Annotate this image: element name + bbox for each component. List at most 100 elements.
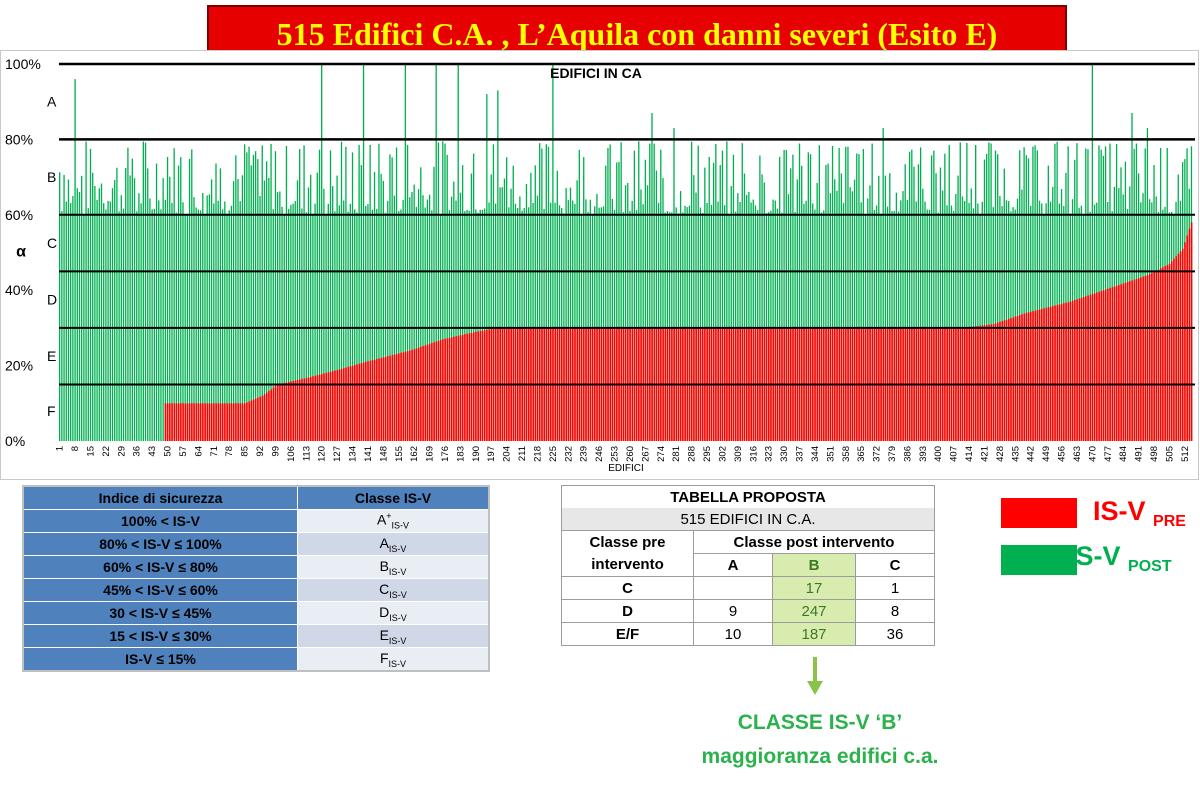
post-bar (321, 64, 323, 441)
post-bar (246, 152, 248, 441)
post-bar (158, 200, 160, 441)
pre-bar (1107, 288, 1109, 441)
x-tick-label: 127 (332, 446, 343, 462)
pre-bar (210, 403, 213, 441)
post-bar (180, 157, 182, 441)
post-bar (796, 179, 798, 441)
post-bar (100, 183, 103, 441)
pre-bar (263, 394, 266, 441)
pre-bar (310, 376, 312, 441)
post-bar (840, 173, 843, 441)
post-bar (622, 212, 625, 441)
post-bar (65, 201, 67, 441)
post-bar (939, 167, 942, 441)
x-tick-label: 442 (1026, 446, 1037, 462)
post-bar (76, 188, 78, 441)
x-tick-label: 225 (548, 446, 559, 462)
pre-bar (981, 325, 984, 441)
pre-bar (1041, 308, 1043, 441)
post-bar (299, 149, 301, 441)
post-bar (127, 147, 129, 441)
post-bar (807, 152, 809, 441)
pre-bar (1082, 296, 1085, 441)
post-bar (387, 200, 389, 441)
pre-bar (470, 332, 473, 441)
pre-bar (1146, 275, 1149, 441)
isv-class-cell: DIS-V (297, 601, 490, 625)
post-bar (327, 203, 329, 441)
post-bar (521, 210, 523, 441)
pre-bar (1063, 303, 1065, 441)
post-bar (191, 149, 193, 441)
post-bar (600, 207, 602, 441)
post-bar (142, 141, 144, 441)
post-bar (957, 175, 959, 442)
pre-bar (1003, 320, 1006, 441)
pre-bar (301, 378, 303, 441)
pre-bar (281, 383, 283, 441)
post-bar (895, 192, 898, 441)
pre-bar (336, 369, 339, 441)
post-bar (360, 165, 362, 441)
pre-bar (261, 395, 264, 441)
post-bar (950, 205, 953, 441)
pre-bar (1008, 318, 1010, 441)
post-bar (893, 210, 895, 441)
post-bar (587, 212, 589, 441)
pre-bar (1074, 300, 1076, 441)
pre-bar (373, 359, 376, 441)
post-bar (404, 64, 407, 441)
x-tick-label: 449 (1041, 446, 1052, 462)
post-bar (164, 199, 167, 441)
post-bar (743, 173, 746, 441)
post-bar (613, 209, 616, 441)
pre-bar (1023, 313, 1026, 441)
x-tick-label: 421 (980, 446, 991, 462)
post-bar (472, 153, 475, 441)
post-bar (270, 143, 272, 441)
post-bar (933, 150, 935, 441)
pre-bar (992, 324, 995, 441)
post-bar (605, 165, 607, 441)
pre-bar (1001, 321, 1004, 441)
post-bar (851, 191, 854, 441)
post-bar (208, 194, 211, 441)
pre-bar (235, 403, 237, 441)
post-bar (693, 175, 695, 441)
post-bar (455, 200, 457, 441)
x-tick-label: 113 (301, 446, 312, 461)
x-tick-label: 435 (1010, 446, 1021, 462)
x-tick-label: 470 (1087, 446, 1098, 462)
post-bar (655, 170, 658, 441)
conclusion: CLASSE IS-V ‘B’ maggioranza edifici c.a. (640, 706, 1000, 774)
pre-bar (986, 324, 988, 441)
post-bar (638, 141, 640, 441)
pre-bar (1181, 248, 1184, 441)
isv-index-cell: 60% < IS-V ≤ 80% (22, 555, 298, 579)
x-tick-label: 106 (286, 446, 297, 462)
pre-bar (1030, 311, 1032, 441)
post-bar (215, 163, 217, 441)
x-tick-label: 50 (163, 446, 174, 457)
pre-bar (1186, 235, 1188, 441)
post-bar (640, 189, 642, 441)
proposal-cell: 17 (772, 576, 856, 600)
post-bar (836, 190, 838, 441)
pre-bar (224, 403, 226, 441)
pre-bar (1054, 305, 1056, 441)
x-tick-label: 99 (271, 446, 282, 457)
post-bar (746, 195, 748, 441)
pre-bar (1045, 307, 1048, 441)
post-bar (188, 159, 191, 441)
post-bar (367, 204, 369, 441)
post-bar (536, 195, 539, 441)
isv-index-cell: 30 < IS-V ≤ 45% (22, 601, 298, 625)
pre-bar (274, 386, 277, 441)
post-bar (646, 185, 649, 441)
post-bar (373, 171, 376, 442)
post-bar (105, 209, 107, 441)
down-arrow-icon (807, 657, 823, 695)
post-bar (415, 206, 418, 441)
post-bar (631, 200, 633, 441)
post-bar (695, 192, 697, 441)
